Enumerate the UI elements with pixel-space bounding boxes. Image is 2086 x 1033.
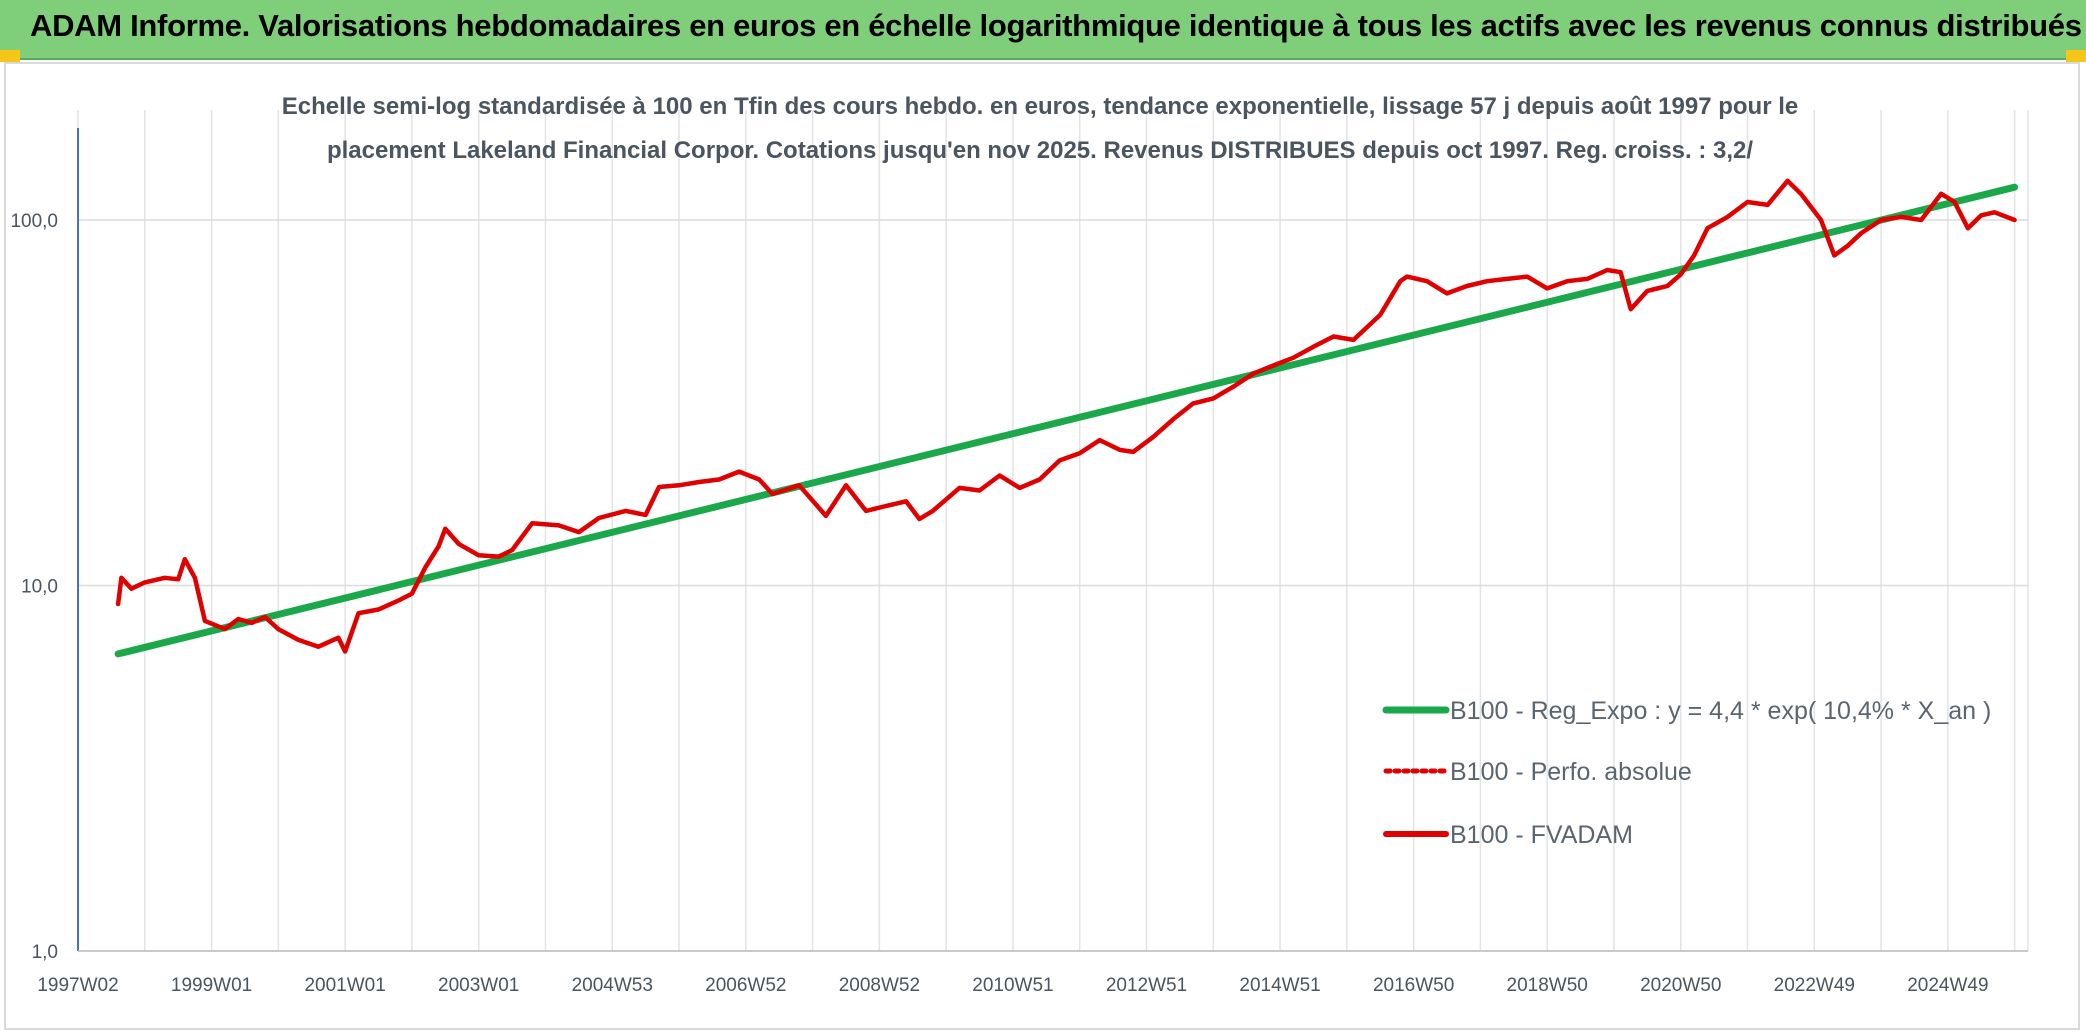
legend-label: B100 - Reg_Expo : y = 4,4 * exp( 10,4% *… [1450, 697, 1991, 725]
x-tick-label: 2010W51 [972, 975, 1053, 996]
series-line [115, 178, 2017, 654]
x-tick-label: 2012W51 [1106, 975, 1187, 996]
x-tick-label: 2014W51 [1239, 975, 1320, 996]
x-tick-label: 2024W49 [1907, 975, 1988, 996]
x-tick-label: 2004W53 [572, 975, 653, 996]
chart-title-line-2: placement Lakeland Financial Corpor. Cot… [327, 137, 1753, 164]
x-tick-label: 2018W50 [1507, 975, 1588, 996]
axis-layer: 1,0 10,0 100,0 1997W02 1999W01 2001W01 2003W01… [10, 128, 2028, 996]
x-tick-label: 2003W01 [438, 975, 519, 996]
report-header: ADAM Informe. Valorisations hebdomadaire… [0, 0, 2086, 60]
legend-label: B100 - FVADAM [1450, 821, 1633, 849]
corner-marker-left [0, 50, 20, 62]
x-tick-label: 2020W50 [1640, 975, 1721, 996]
legend: B100 - Reg_Expo : y = 4,4 * exp( 10,4% *… [1382, 697, 1991, 849]
series-line [114, 183, 2019, 658]
y-tick-label: 1,0 [32, 942, 58, 963]
x-tick-label: 1997W02 [37, 975, 118, 996]
x-tick-label: 2006W52 [705, 975, 786, 996]
corner-marker-right [2066, 50, 2086, 62]
y-tick-label: 10,0 [21, 577, 58, 598]
x-tick-label: 2001W01 [304, 975, 385, 996]
series-layer [114, 178, 2019, 658]
x-tick-label: 1999W01 [171, 975, 252, 996]
legend-label: B100 - Perfo. absolue [1450, 758, 1692, 786]
chart-frame [4, 62, 2080, 1030]
y-tick-label: 100,0 [10, 211, 58, 232]
x-tick-label: 2022W49 [1774, 975, 1855, 996]
report-title: ADAM Informe. Valorisations hebdomadaire… [30, 8, 2082, 43]
x-tick-label: 2008W52 [839, 975, 920, 996]
x-tick-label: 2016W50 [1373, 975, 1454, 996]
grid-layer [77, 110, 2029, 952]
chart-title-line-1: Echelle semi-log standardisée à 100 en T… [282, 93, 1799, 120]
